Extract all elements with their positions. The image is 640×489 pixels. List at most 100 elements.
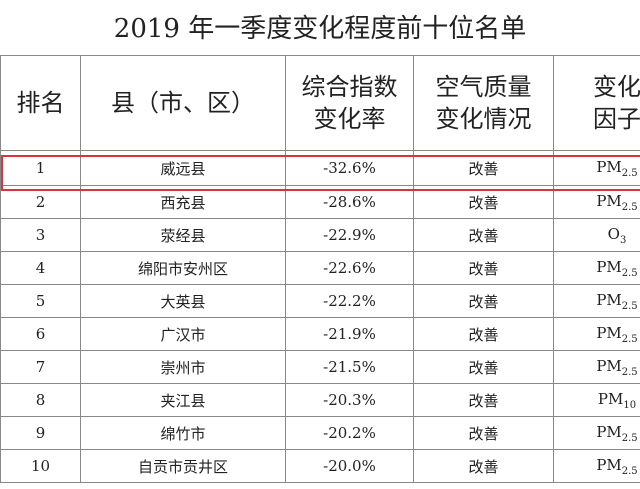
header-cell: 空气质量 变化情况	[413, 55, 554, 151]
cell: 威远县	[80, 150, 286, 186]
header-cell: 排名	[0, 55, 81, 151]
cell: O3	[553, 218, 640, 252]
cell: -32.6%	[285, 150, 414, 186]
cell-text: 荥经县	[160, 226, 206, 245]
cell-text: 10	[30, 457, 51, 475]
cell-text: 改善	[468, 457, 499, 476]
cell-text: 改善	[468, 259, 499, 278]
cell-text: 改善	[468, 424, 499, 443]
factor-sub: 2.5	[621, 366, 638, 378]
cell: 改善	[413, 416, 554, 450]
cell: PM2.5	[553, 251, 640, 285]
cell: 西充县	[80, 185, 286, 219]
factor-sub: 2.5	[621, 267, 638, 279]
cell: 改善	[413, 383, 554, 417]
title: 2019 年一季度变化程度前十位名单	[113, 14, 527, 44]
cell-text: 4	[35, 259, 46, 277]
cell: PM2.5	[553, 150, 640, 186]
cell-text: 8	[35, 391, 46, 409]
row: 6 广汉市 -21.9% 改善 PM2.5	[0, 317, 640, 351]
factor-sub: 2.5	[621, 465, 638, 477]
cell-text: -20.3%	[323, 391, 376, 409]
cell-text: 改善	[468, 325, 499, 344]
cell-text: -28.6%	[323, 193, 376, 211]
cell: 自贡市贡井区	[80, 449, 286, 483]
cell-text: 7	[35, 358, 46, 376]
cell-text: -22.2%	[323, 292, 376, 310]
cell: 绵阳市安州区	[80, 251, 286, 285]
cell-text: -22.9%	[323, 226, 376, 244]
factor-sub: 2.5	[621, 201, 638, 213]
cell-text: 绵竹市	[160, 424, 206, 443]
header-line: 变化情况	[435, 105, 532, 133]
cell: 改善	[413, 284, 554, 318]
cell: 9	[0, 416, 81, 450]
row: 1 威远县 -32.6% 改善 PM2.5	[0, 150, 640, 186]
factor: PM	[596, 191, 622, 210]
cell: PM2.5	[553, 284, 640, 318]
row: 4 绵阳市安州区 -22.6% 改善 PM2.5	[0, 251, 640, 285]
cell-text: 改善	[468, 159, 499, 178]
cell-text: 威远县	[160, 159, 206, 178]
cell: PM2.5	[553, 350, 640, 384]
factor: PM	[596, 323, 622, 342]
cell-text: 改善	[468, 193, 499, 212]
cell-text: 9	[35, 424, 46, 442]
cell-text: -20.0%	[323, 457, 376, 475]
row: 2 西充县 -28.6% 改善 PM2.5	[0, 185, 640, 219]
cell-text: 大英县	[160, 292, 206, 311]
row: 7 崇州市 -21.5% 改善 PM2.5	[0, 350, 640, 384]
header-line: 县（市、区）	[111, 89, 255, 117]
factor-sub: 2.5	[621, 300, 638, 312]
cell: 5	[0, 284, 81, 318]
cell: -20.2%	[285, 416, 414, 450]
factor: PM	[596, 356, 622, 375]
cell: PM2.5	[553, 449, 640, 483]
cell-text: 改善	[468, 226, 499, 245]
cell-text: 广汉市	[160, 325, 206, 344]
factor-sub: 3	[619, 234, 627, 246]
header-line: 变化率	[313, 105, 386, 133]
cell: 6	[0, 317, 81, 351]
factor: PM	[596, 290, 622, 309]
header-cell: 县（市、区）	[80, 55, 286, 151]
cell-text: -21.5%	[323, 358, 376, 376]
row: 8 夹江县 -20.3% 改善 PM10	[0, 383, 640, 417]
cell: 广汉市	[80, 317, 286, 351]
header-line: 综合指数	[301, 73, 398, 101]
cell-text: 3	[35, 226, 46, 244]
row: 3 荥经县 -22.9% 改善 O3	[0, 218, 640, 252]
header-line: 变化	[593, 73, 640, 101]
cell-text: -32.6%	[323, 159, 376, 177]
factor: PM	[596, 422, 622, 441]
cell: 改善	[413, 185, 554, 219]
table: 排名 县（市、区） 综合指数 变化率 空气质量 变化情况 变化 因子 1 威远县 -32.6% 改善…	[0, 55, 640, 483]
factor-sub: 10	[623, 399, 637, 411]
cell-text: -21.9%	[323, 325, 376, 343]
cell: 荥经县	[80, 218, 286, 252]
cell: -21.5%	[285, 350, 414, 384]
header-row: 排名 县（市、区） 综合指数 变化率 空气质量 变化情况 变化 因子	[0, 55, 640, 151]
header-cell: 综合指数 变化率	[285, 55, 414, 151]
cell: 3	[0, 218, 81, 252]
cell-text: 2	[35, 193, 46, 211]
cell-text: 西充县	[160, 193, 206, 212]
cell: 1	[0, 150, 81, 186]
factor: PM	[596, 257, 622, 276]
row: 9 绵竹市 -20.2% 改善 PM2.5	[0, 416, 640, 450]
factor-sub: 2.5	[621, 167, 638, 179]
cell-text: 改善	[468, 391, 499, 410]
cell: -20.3%	[285, 383, 414, 417]
cell: PM10	[553, 383, 640, 417]
factor: PM	[597, 389, 624, 408]
cell-text: 5	[35, 292, 46, 310]
factor: PM	[596, 157, 622, 176]
cell-text: 崇州市	[160, 358, 206, 377]
cell: 10	[0, 449, 81, 483]
cell-text: 6	[35, 325, 46, 343]
cell: -28.6%	[285, 185, 414, 219]
cell: 改善	[413, 218, 554, 252]
cell: PM2.5	[553, 317, 640, 351]
cell-text: -20.2%	[323, 424, 376, 442]
